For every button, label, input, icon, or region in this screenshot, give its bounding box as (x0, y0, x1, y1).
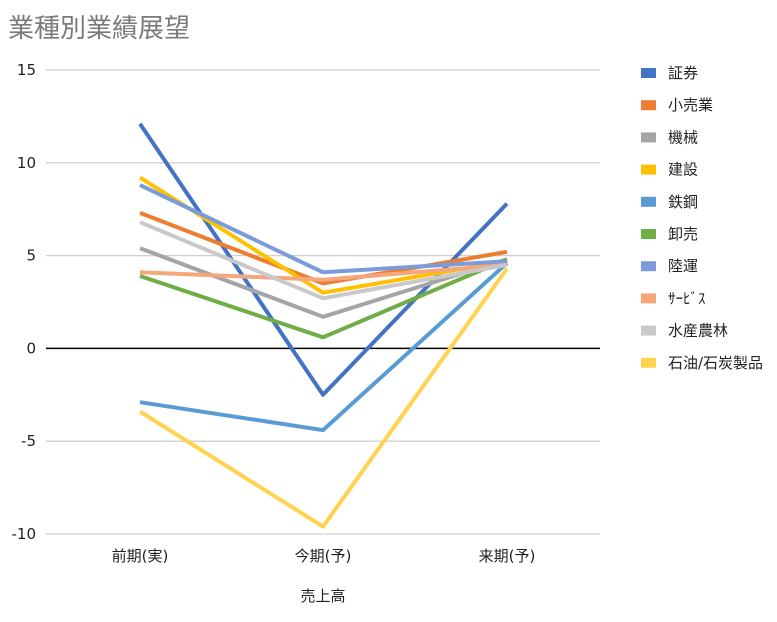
y-tick-label: -10 (12, 525, 37, 543)
x-axis-tick-labels: 前期(実) 今期(予) 来期(予) (112, 547, 536, 565)
legend-swatch (641, 357, 656, 368)
y-tick-label: -5 (21, 432, 36, 450)
legend-label: 証券 (668, 64, 698, 82)
x-tick-label: 前期(実) (112, 547, 169, 565)
y-axis-tick-labels: 15 10 5 0 -5 -10 (12, 61, 37, 543)
legend-swatch (641, 229, 656, 239)
legend-swatch (641, 261, 656, 272)
series-line-1 (139, 211, 508, 286)
y-tick-label: 10 (17, 154, 36, 172)
y-tick-label: 0 (26, 339, 36, 357)
grid (46, 69, 600, 535)
x-tick-label: 今期(予) (295, 547, 352, 565)
legend-label: 水産農林 (668, 322, 728, 340)
legend-swatch (641, 132, 656, 143)
legend-swatch (641, 293, 656, 304)
legend-label: 石油/石炭製品 (668, 354, 763, 372)
legend-swatch (641, 325, 656, 336)
legend-label: 陸運 (668, 257, 698, 275)
series-line-5 (139, 257, 508, 340)
legend-swatch (641, 196, 656, 207)
series-lines (138, 122, 509, 529)
series-line-2 (139, 246, 508, 319)
legend-label: 鉄鋼 (668, 193, 698, 211)
series-line-9 (138, 267, 509, 529)
legend-label: 小売業 (668, 96, 713, 114)
legend-swatch (641, 68, 656, 78)
legend-label: 建設 (668, 161, 698, 179)
x-tick-label: 来期(予) (479, 547, 536, 565)
x-axis-title: 売上高 (300, 587, 345, 605)
legend-label: ｻｰﾋﾞｽ (668, 289, 706, 307)
y-tick-label: 5 (26, 247, 36, 265)
legend-label: 卸売 (668, 225, 698, 243)
legend-label: 機械 (668, 128, 698, 146)
legend-swatch (641, 100, 656, 111)
chart-title: 業種別業績展望 (8, 14, 190, 44)
y-tick-label: 15 (17, 61, 36, 79)
series-line-8 (139, 220, 508, 301)
legend-swatch (641, 164, 656, 175)
series-line-6 (139, 183, 508, 275)
series-line-7 (139, 262, 508, 282)
series-line-4 (139, 261, 509, 433)
